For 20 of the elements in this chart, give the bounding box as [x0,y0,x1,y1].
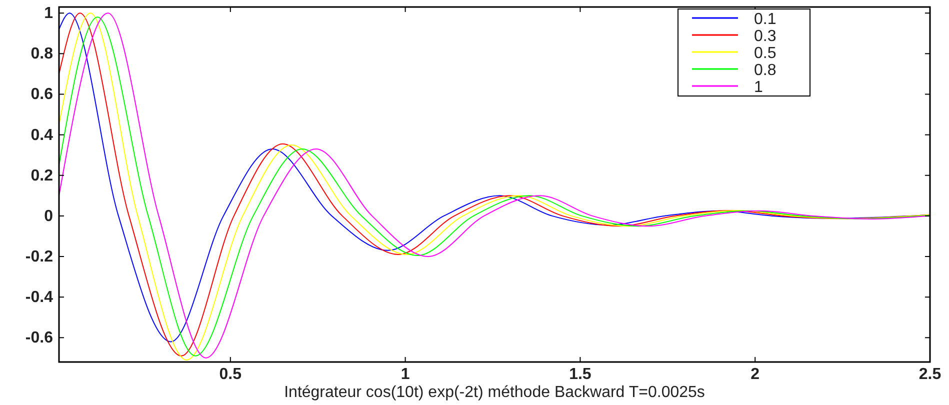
y-tick-label: 0 [44,208,54,225]
legend-label: 0.8 [754,62,776,79]
y-tick-label: 0.6 [30,86,54,104]
legend-label: 0.3 [754,28,776,45]
y-tick-label: -0.2 [25,248,54,266]
x-tick-label: 1.5 [569,366,592,383]
x-tick-label: 1 [400,366,410,383]
x-tick-label: 2.5 [918,366,942,383]
text: 0.1 [754,11,776,28]
y-tick-label: -0.4 [25,289,54,306]
x-tick-label: 2 [750,366,760,383]
y-tick-label: 0.4 [30,126,54,144]
y-tick-label: 0.8 [30,46,54,63]
y-tick-label: -0.6 [25,330,54,347]
legend-label: 1 [754,79,763,96]
y-tick-label: 0.2 [30,167,54,184]
x-tick-label: 0.5 [219,366,242,383]
legend-label: 0.5 [754,45,776,62]
x-axis-title: Intégrateur cos(10t) exp(-2t) méthode Backward T=0.0025s [284,384,705,401]
y-tick-label: 1 [44,5,54,22]
